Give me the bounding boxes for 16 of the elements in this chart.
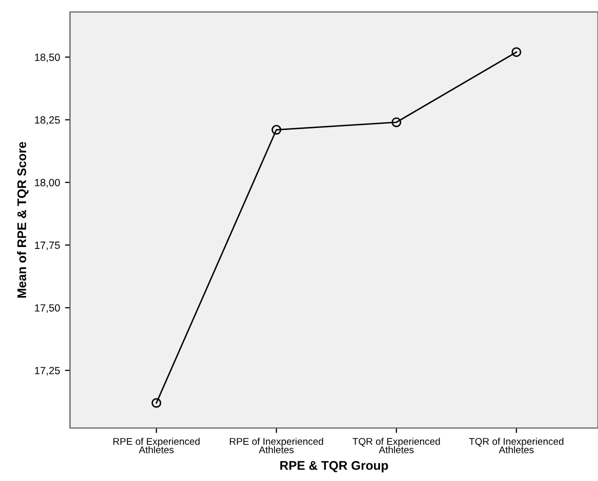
- x-tick-label: RPE of Experienced Athletes: [113, 438, 200, 454]
- y-axis-title: Mean of RPE & TQR Score: [17, 142, 29, 298]
- y-tick-label: 18,00: [35, 178, 60, 188]
- point: [392, 117, 402, 128]
- y-tick-label: 17,25: [35, 366, 60, 376]
- x-tick-label: TQR of Inexperienced Athletes: [469, 438, 564, 454]
- y-tick-label: 18,25: [35, 116, 60, 125]
- x-axis-title: RPE & TQR Group: [280, 461, 388, 472]
- y-tick-label: 18,50: [35, 54, 60, 62]
- point: [512, 47, 522, 57]
- x-tick-label: RPE of Inexperienced Athletes: [230, 438, 324, 454]
- y-tick-label: 17,75: [35, 242, 60, 250]
- point: [152, 398, 162, 408]
- x-tick-label: TQR of Experienced Athletes: [352, 438, 440, 454]
- point: [272, 124, 282, 135]
- y-tick-label: 17,50: [35, 304, 60, 313]
